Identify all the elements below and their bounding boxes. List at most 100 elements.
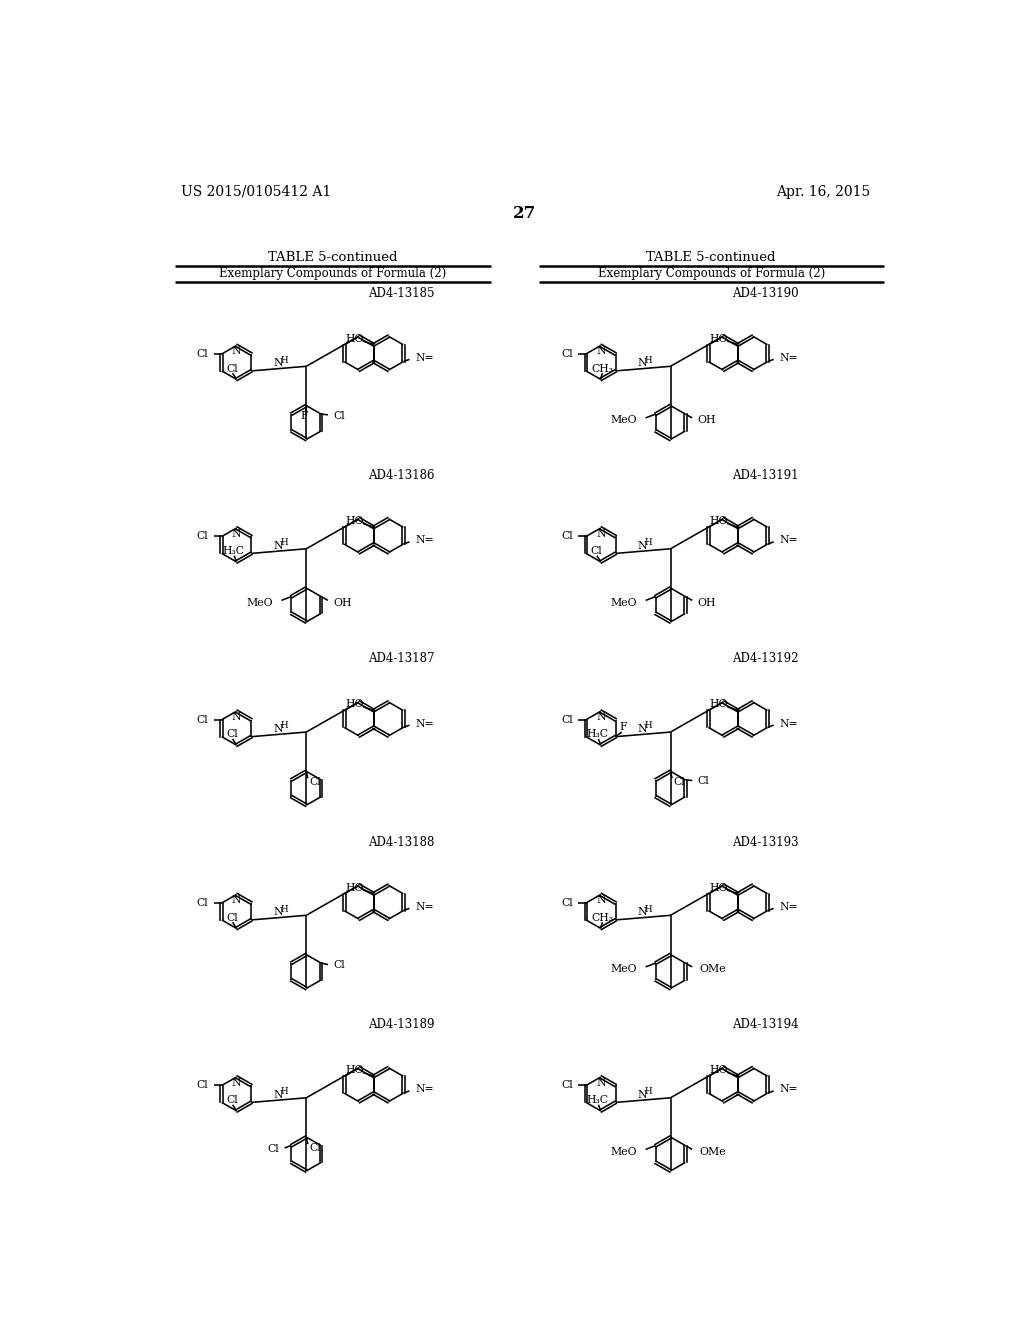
- Text: Cl: Cl: [561, 1081, 572, 1090]
- Text: F: F: [301, 412, 308, 421]
- Text: HO: HO: [345, 700, 364, 709]
- Text: H₃C: H₃C: [222, 546, 245, 556]
- Text: N: N: [638, 723, 647, 734]
- Text: HO: HO: [710, 1065, 728, 1074]
- Text: N=: N=: [780, 1084, 799, 1094]
- Text: Cl: Cl: [334, 411, 345, 421]
- Text: H: H: [645, 355, 652, 364]
- Text: N: N: [273, 541, 283, 550]
- Text: H: H: [281, 1088, 288, 1096]
- Text: HO: HO: [345, 1065, 364, 1074]
- Text: HO: HO: [345, 334, 364, 343]
- Text: N: N: [273, 907, 283, 917]
- Text: CH₃: CH₃: [591, 912, 613, 923]
- Text: Cl: Cl: [197, 348, 209, 359]
- Text: Exemplary Compounds of Formula (2): Exemplary Compounds of Formula (2): [598, 268, 824, 280]
- Text: Cl: Cl: [674, 777, 685, 787]
- Text: HO: HO: [345, 883, 364, 892]
- Text: Cl: Cl: [197, 898, 209, 908]
- Text: N: N: [231, 1078, 242, 1088]
- Text: N=: N=: [416, 718, 434, 729]
- Text: N: N: [638, 907, 647, 917]
- Text: US 2015/0105412 A1: US 2015/0105412 A1: [180, 185, 331, 198]
- Text: AD4-13187: AD4-13187: [368, 652, 434, 665]
- Text: H: H: [281, 539, 288, 546]
- Text: H: H: [281, 722, 288, 730]
- Text: OH: OH: [697, 416, 716, 425]
- Text: H: H: [645, 539, 652, 546]
- Text: Cl: Cl: [226, 730, 238, 739]
- Text: H₃C: H₃C: [587, 1096, 608, 1105]
- Text: MeO: MeO: [610, 416, 637, 425]
- Text: Apr. 16, 2015: Apr. 16, 2015: [776, 185, 870, 198]
- Text: N: N: [596, 1078, 605, 1088]
- Text: AD4-13188: AD4-13188: [368, 836, 434, 849]
- Text: N=: N=: [780, 536, 799, 545]
- Text: TABLE 5-continued: TABLE 5-continued: [268, 251, 397, 264]
- Text: HO: HO: [710, 700, 728, 709]
- Text: HO: HO: [710, 883, 728, 892]
- Text: AD4-13194: AD4-13194: [732, 1018, 799, 1031]
- Text: N: N: [231, 711, 242, 722]
- Text: 27: 27: [513, 206, 537, 222]
- Text: N: N: [273, 358, 283, 368]
- Text: TABLE 5-continued: TABLE 5-continued: [646, 251, 776, 264]
- Text: Cl: Cl: [226, 363, 238, 374]
- Text: Cl: Cl: [561, 898, 572, 908]
- Text: HO: HO: [345, 516, 364, 527]
- Text: Cl: Cl: [197, 1081, 209, 1090]
- Text: AD4-13185: AD4-13185: [368, 286, 434, 300]
- Text: N: N: [231, 895, 242, 906]
- Text: AD4-13192: AD4-13192: [732, 652, 799, 665]
- Text: N=: N=: [780, 902, 799, 912]
- Text: OH: OH: [334, 598, 352, 607]
- Text: N: N: [638, 1090, 647, 1100]
- Text: AD4-13193: AD4-13193: [732, 836, 799, 849]
- Text: H: H: [281, 904, 288, 913]
- Text: OMe: OMe: [699, 1147, 726, 1156]
- Text: N: N: [596, 711, 605, 722]
- Text: H₃C: H₃C: [587, 730, 608, 739]
- Text: N: N: [638, 541, 647, 550]
- Text: Cl: Cl: [197, 714, 209, 725]
- Text: N=: N=: [416, 536, 434, 545]
- Text: N: N: [231, 529, 242, 539]
- Text: HO: HO: [710, 334, 728, 343]
- Text: H: H: [281, 355, 288, 364]
- Text: Cl: Cl: [561, 532, 572, 541]
- Text: N=: N=: [416, 902, 434, 912]
- Text: N: N: [273, 723, 283, 734]
- Text: Cl: Cl: [197, 532, 209, 541]
- Text: N: N: [596, 346, 605, 356]
- Text: HO: HO: [710, 516, 728, 527]
- Text: Cl: Cl: [309, 777, 322, 787]
- Text: Cl: Cl: [226, 1096, 238, 1105]
- Text: MeO: MeO: [610, 1147, 637, 1156]
- Text: H: H: [645, 1088, 652, 1096]
- Text: Cl: Cl: [561, 714, 572, 725]
- Text: N=: N=: [780, 718, 799, 729]
- Text: N=: N=: [416, 1084, 434, 1094]
- Text: OH: OH: [697, 598, 716, 607]
- Text: CH₃: CH₃: [591, 363, 613, 374]
- Text: MeO: MeO: [610, 964, 637, 974]
- Text: N: N: [231, 346, 242, 356]
- Text: H: H: [645, 904, 652, 913]
- Text: H: H: [645, 722, 652, 730]
- Text: AD4-13191: AD4-13191: [732, 469, 799, 482]
- Text: Cl: Cl: [334, 961, 345, 970]
- Text: MeO: MeO: [246, 598, 272, 607]
- Text: F: F: [620, 722, 627, 733]
- Text: N: N: [273, 1090, 283, 1100]
- Text: Cl: Cl: [309, 1143, 322, 1152]
- Text: MeO: MeO: [610, 598, 637, 607]
- Text: AD4-13189: AD4-13189: [368, 1018, 434, 1031]
- Text: Cl: Cl: [561, 348, 572, 359]
- Text: N: N: [638, 358, 647, 368]
- Text: Cl: Cl: [226, 912, 238, 923]
- Text: AD4-13186: AD4-13186: [368, 469, 434, 482]
- Text: N=: N=: [780, 352, 799, 363]
- Text: AD4-13190: AD4-13190: [732, 286, 799, 300]
- Text: N: N: [596, 895, 605, 906]
- Text: Cl: Cl: [590, 546, 602, 556]
